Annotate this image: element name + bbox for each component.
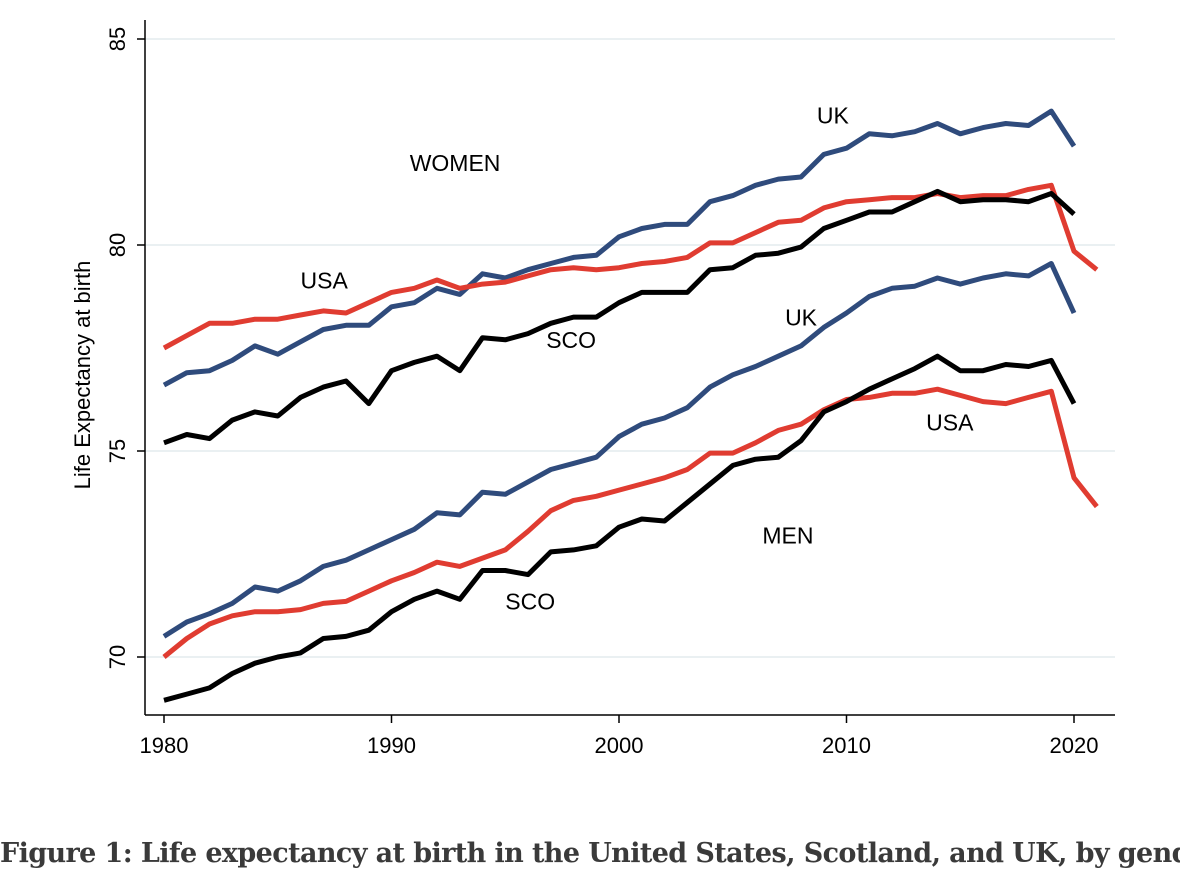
y-tick-label-80: 80 [105,233,130,257]
series-line-women-sco [163,188,1076,446]
annotation-sco-7: SCO [505,589,555,615]
annotation-men-1: MEN [762,523,813,549]
axes: 70 75 80 85 1980 1990 2000 2010 2020 [105,20,1115,758]
annotation-uk-2: UK [817,102,850,128]
y-axis-title: Life Expectancy at birth [70,261,95,490]
y-tick-label-75: 75 [105,439,130,463]
x-tick-label-2000: 2000 [595,733,644,758]
series-line-men-usa [162,386,1099,659]
annotation-sco-4: SCO [546,327,596,353]
gridlines [145,38,1115,658]
life-expectancy-chart: 70 75 80 85 1980 1990 2000 2010 2020 WOMEN MEN UK U… [70,20,1115,758]
annotation-uk-5: UK [785,304,818,330]
y-tick-label-85: 85 [105,27,130,51]
series-lines [162,108,1099,703]
annotations: WOMEN MEN UK USA SCO UK USA SCO [301,102,975,614]
series-line-men-sco [163,353,1077,703]
figure-caption: Figure 1: Life expectancy at birth in th… [0,838,1180,869]
x-tick-label-2020: 2020 [1050,733,1099,758]
x-tick-label-1980: 1980 [140,733,189,758]
annotation-usa-6: USA [926,409,974,435]
x-tick-label-1990: 1990 [367,733,416,758]
annotation-usa-3: USA [301,267,349,293]
annotation-women-0: WOMEN [410,150,501,176]
series-line-women-uk [162,108,1077,388]
y-tick-label-70: 70 [105,645,130,669]
x-tick-label-2010: 2010 [822,733,871,758]
series-line-men-uk [162,261,1077,639]
